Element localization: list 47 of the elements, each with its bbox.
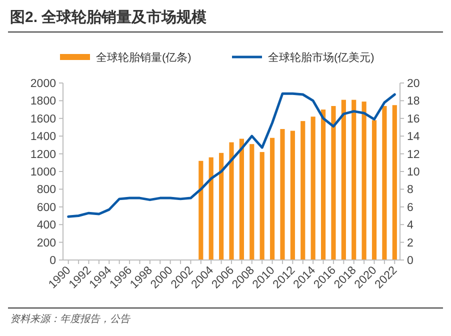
bar: [392, 105, 397, 260]
y2-tick-label: 0: [407, 255, 414, 268]
y2-tick-label: 10: [407, 166, 420, 179]
bar: [198, 160, 204, 260]
y2-tick-label: 20: [407, 78, 420, 90]
bar: [362, 102, 366, 260]
y2-tick-label: 8: [407, 184, 414, 196]
y-tick-label: 600: [36, 202, 56, 214]
bar: [270, 138, 275, 260]
y-tick-label: 1600: [30, 113, 56, 126]
y2-tick-label: 18: [407, 96, 420, 108]
y-tick-label: 800: [36, 184, 56, 196]
bar: [229, 142, 234, 260]
bar: [300, 121, 306, 260]
y-tick-label: 200: [36, 237, 56, 250]
bar: [352, 100, 356, 260]
legend-label: 全球轮胎销量(亿条): [96, 50, 192, 64]
bar: [250, 144, 254, 260]
bar: [320, 110, 326, 260]
y2-tick-label: 4: [407, 220, 414, 232]
y-tick-label: 1800: [30, 96, 56, 108]
y-tick-label: 1400: [30, 131, 56, 144]
bar: [208, 157, 214, 260]
bar: [260, 152, 264, 260]
y-tick-label: 2000: [30, 78, 56, 90]
bar: [341, 100, 346, 260]
bar: [310, 116, 316, 260]
bar: [372, 120, 377, 260]
bar: [280, 129, 285, 260]
bar: [219, 152, 224, 260]
y2-tick-label: 6: [407, 202, 414, 214]
y-tick-label: 0: [50, 255, 56, 268]
chart-title: 图2. 全球轮胎销量及市场规模: [10, 8, 208, 26]
line-series: [67, 92, 396, 218]
y2-tick-label: 16: [407, 113, 420, 126]
y2-tick-label: 14: [407, 131, 420, 144]
y-tick-label: 1200: [30, 148, 56, 161]
bar: [331, 106, 336, 260]
bar: [382, 106, 387, 260]
bar: [239, 138, 244, 260]
y-tick-label: 400: [36, 220, 56, 232]
y-tick-label: 1000: [30, 166, 56, 179]
legend-label: 全球轮胎市场(亿美元): [268, 50, 374, 64]
y2-tick-label: 12: [407, 148, 420, 161]
text: 资料来源：年度报告，公告: [10, 313, 131, 325]
y2-tick-label: 2: [407, 237, 414, 250]
bar: [290, 130, 295, 260]
